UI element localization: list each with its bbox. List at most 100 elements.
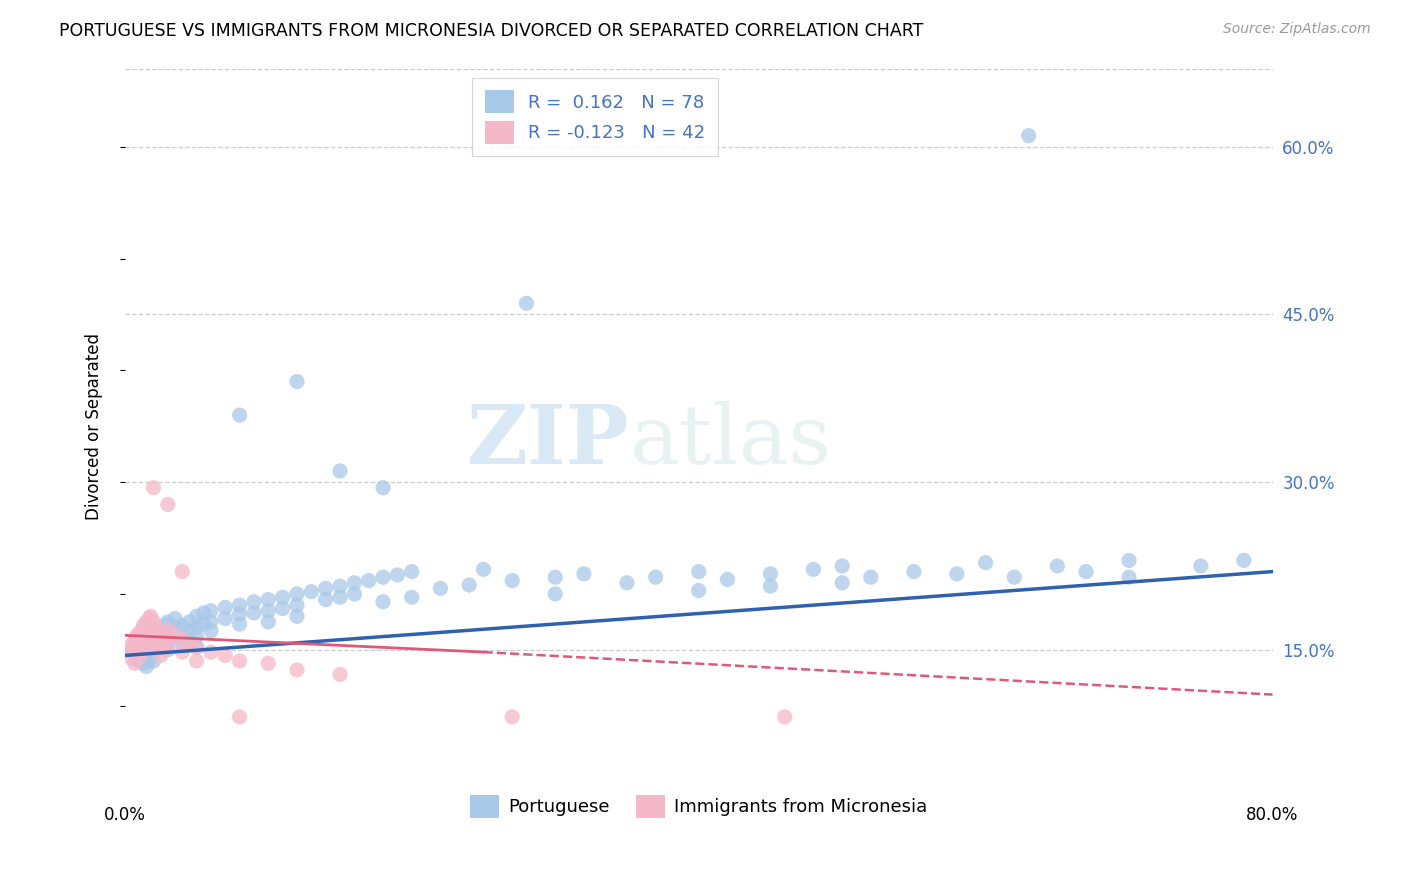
- Point: [145, 626, 167, 640]
- Point: [124, 640, 146, 655]
- Point: [946, 566, 969, 581]
- Point: [803, 562, 825, 576]
- Text: ZIP: ZIP: [467, 401, 630, 481]
- Point: [125, 645, 148, 659]
- Point: [142, 481, 165, 495]
- Point: [200, 645, 222, 659]
- Point: [179, 637, 201, 651]
- Point: [153, 628, 176, 642]
- Point: [1118, 570, 1140, 584]
- Point: [371, 570, 394, 584]
- Point: [329, 464, 352, 478]
- Point: [172, 565, 194, 579]
- Point: [1018, 128, 1040, 143]
- Point: [200, 624, 222, 638]
- Point: [128, 634, 150, 648]
- Point: [121, 645, 143, 659]
- Point: [285, 609, 308, 624]
- Point: [285, 663, 308, 677]
- Point: [1074, 565, 1097, 579]
- Point: [128, 645, 150, 659]
- Point: [138, 611, 160, 625]
- Point: [544, 570, 567, 584]
- Point: [257, 592, 280, 607]
- Point: [193, 606, 215, 620]
- Point: [121, 652, 143, 666]
- Point: [156, 615, 179, 629]
- Point: [135, 624, 157, 638]
- Point: [121, 637, 143, 651]
- Point: [1002, 570, 1025, 584]
- Point: [124, 648, 146, 663]
- Point: [186, 640, 208, 655]
- Point: [688, 583, 710, 598]
- Point: [228, 654, 250, 668]
- Point: [139, 618, 162, 632]
- Point: [142, 615, 165, 629]
- Point: [357, 574, 380, 588]
- Point: [131, 632, 153, 646]
- Point: [831, 559, 853, 574]
- Point: [228, 710, 250, 724]
- Point: [153, 618, 176, 632]
- Point: [142, 654, 165, 668]
- Point: [193, 617, 215, 632]
- Point: [131, 640, 153, 655]
- Point: [329, 579, 352, 593]
- Point: [315, 592, 337, 607]
- Point: [243, 606, 266, 620]
- Point: [773, 710, 796, 724]
- Point: [228, 408, 250, 422]
- Point: [544, 587, 567, 601]
- Point: [124, 634, 146, 648]
- Point: [135, 615, 157, 629]
- Point: [214, 611, 236, 625]
- Point: [903, 565, 925, 579]
- Point: [716, 573, 738, 587]
- Point: [688, 565, 710, 579]
- Point: [149, 626, 172, 640]
- Point: [172, 632, 194, 646]
- Point: [128, 654, 150, 668]
- Point: [139, 643, 162, 657]
- Text: 80.0%: 80.0%: [1246, 806, 1299, 824]
- Point: [125, 648, 148, 663]
- Point: [214, 600, 236, 615]
- Legend: Portuguese, Immigrants from Micronesia: Portuguese, Immigrants from Micronesia: [463, 788, 935, 825]
- Point: [186, 609, 208, 624]
- Point: [142, 646, 165, 660]
- Point: [186, 630, 208, 644]
- Point: [142, 626, 165, 640]
- Point: [172, 645, 194, 659]
- Point: [139, 650, 162, 665]
- Point: [149, 648, 172, 663]
- Point: [271, 601, 294, 615]
- Point: [257, 604, 280, 618]
- Point: [501, 574, 523, 588]
- Point: [139, 634, 162, 648]
- Point: [179, 634, 201, 648]
- Point: [163, 630, 186, 644]
- Point: [179, 615, 201, 629]
- Point: [228, 598, 250, 612]
- Point: [285, 587, 308, 601]
- Point: [138, 620, 160, 634]
- Point: [515, 296, 537, 310]
- Point: [128, 626, 150, 640]
- Point: [172, 628, 194, 642]
- Point: [1118, 553, 1140, 567]
- Point: [132, 618, 155, 632]
- Point: [156, 624, 179, 638]
- Point: [142, 630, 165, 644]
- Point: [163, 628, 186, 642]
- Point: [145, 632, 167, 646]
- Point: [759, 566, 782, 581]
- Point: [135, 637, 157, 651]
- Point: [859, 570, 882, 584]
- Point: [214, 648, 236, 663]
- Point: [501, 710, 523, 724]
- Point: [149, 637, 172, 651]
- Point: [128, 650, 150, 665]
- Point: [156, 498, 179, 512]
- Point: [371, 595, 394, 609]
